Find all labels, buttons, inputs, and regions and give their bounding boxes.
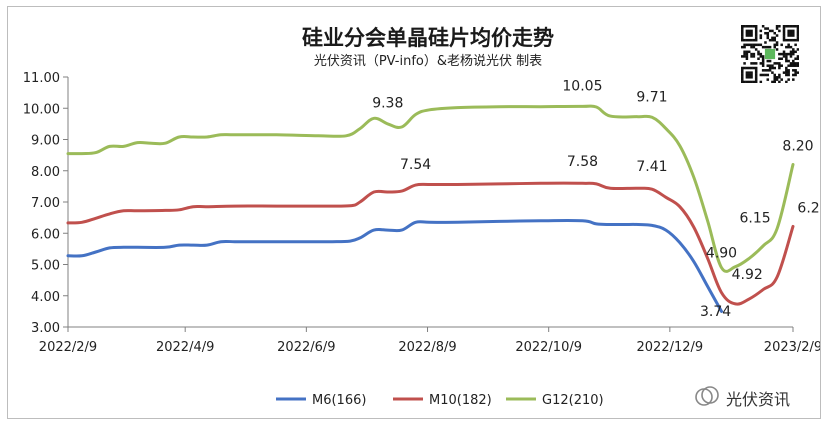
series-line-m10-182 <box>66 181 795 306</box>
y-tick-label: 5.00 <box>31 259 60 274</box>
data-label: 7.58 <box>567 154 598 170</box>
data-label: 8.20 <box>782 139 813 155</box>
legend-label: G12(210) <box>542 393 604 408</box>
x-tick-label: 2022/10/9 <box>515 340 582 355</box>
x-tick-label: 2022/8/9 <box>398 340 456 355</box>
x-tick-label: 2022/4/9 <box>156 340 214 355</box>
data-label: 4.92 <box>732 267 763 283</box>
data-label: 7.41 <box>636 159 667 175</box>
series-line-m6-166 <box>66 218 723 313</box>
y-tick-label: 8.00 <box>31 165 60 180</box>
y-tick-label: 9.00 <box>31 134 60 149</box>
series-line-g12-210 <box>66 104 795 273</box>
chart-title: 硅业分会单晶硅片均价走势 <box>302 26 554 50</box>
y-tick-label: 10.00 <box>23 102 60 117</box>
x-tick-label: 2022/12/9 <box>637 340 704 355</box>
x-tick-label: 2023/2/9 <box>764 340 820 355</box>
y-tick-label: 4.00 <box>31 290 60 305</box>
x-tick-label: 2022/2/9 <box>39 340 97 355</box>
watermark: 光伏资讯 <box>694 385 790 411</box>
y-tick-label: 3.00 <box>31 321 60 336</box>
y-tick-label: 6.00 <box>31 227 60 242</box>
y-tick-label: 7.00 <box>31 196 60 211</box>
data-label: 6.22 <box>797 200 820 216</box>
data-label: 4.90 <box>706 246 737 262</box>
data-label: 10.05 <box>562 79 602 95</box>
data-label: 6.15 <box>740 211 771 227</box>
legend-label: M10(182) <box>429 393 492 408</box>
chart-frame: 硅业分会单晶硅片均价走势光伏资讯（PV-info）&老杨说光伏 制表 3.00 4.… <box>7 6 821 419</box>
data-label: 9.38 <box>372 96 403 112</box>
x-tick-label: 2022/6/9 <box>277 340 335 355</box>
watermark-text: 光伏资讯 <box>726 390 791 409</box>
data-label: 7.54 <box>400 157 431 173</box>
qr-code <box>741 25 799 83</box>
y-tick-label: 11.00 <box>23 71 60 86</box>
chart-subtitle: 光伏资讯（PV-info）&老杨说光伏 制表 <box>314 54 542 69</box>
data-label: 3.74 <box>700 304 731 320</box>
data-label: 9.71 <box>636 89 667 105</box>
wechat-icon <box>694 385 720 411</box>
legend-label: M6(166) <box>312 393 366 408</box>
